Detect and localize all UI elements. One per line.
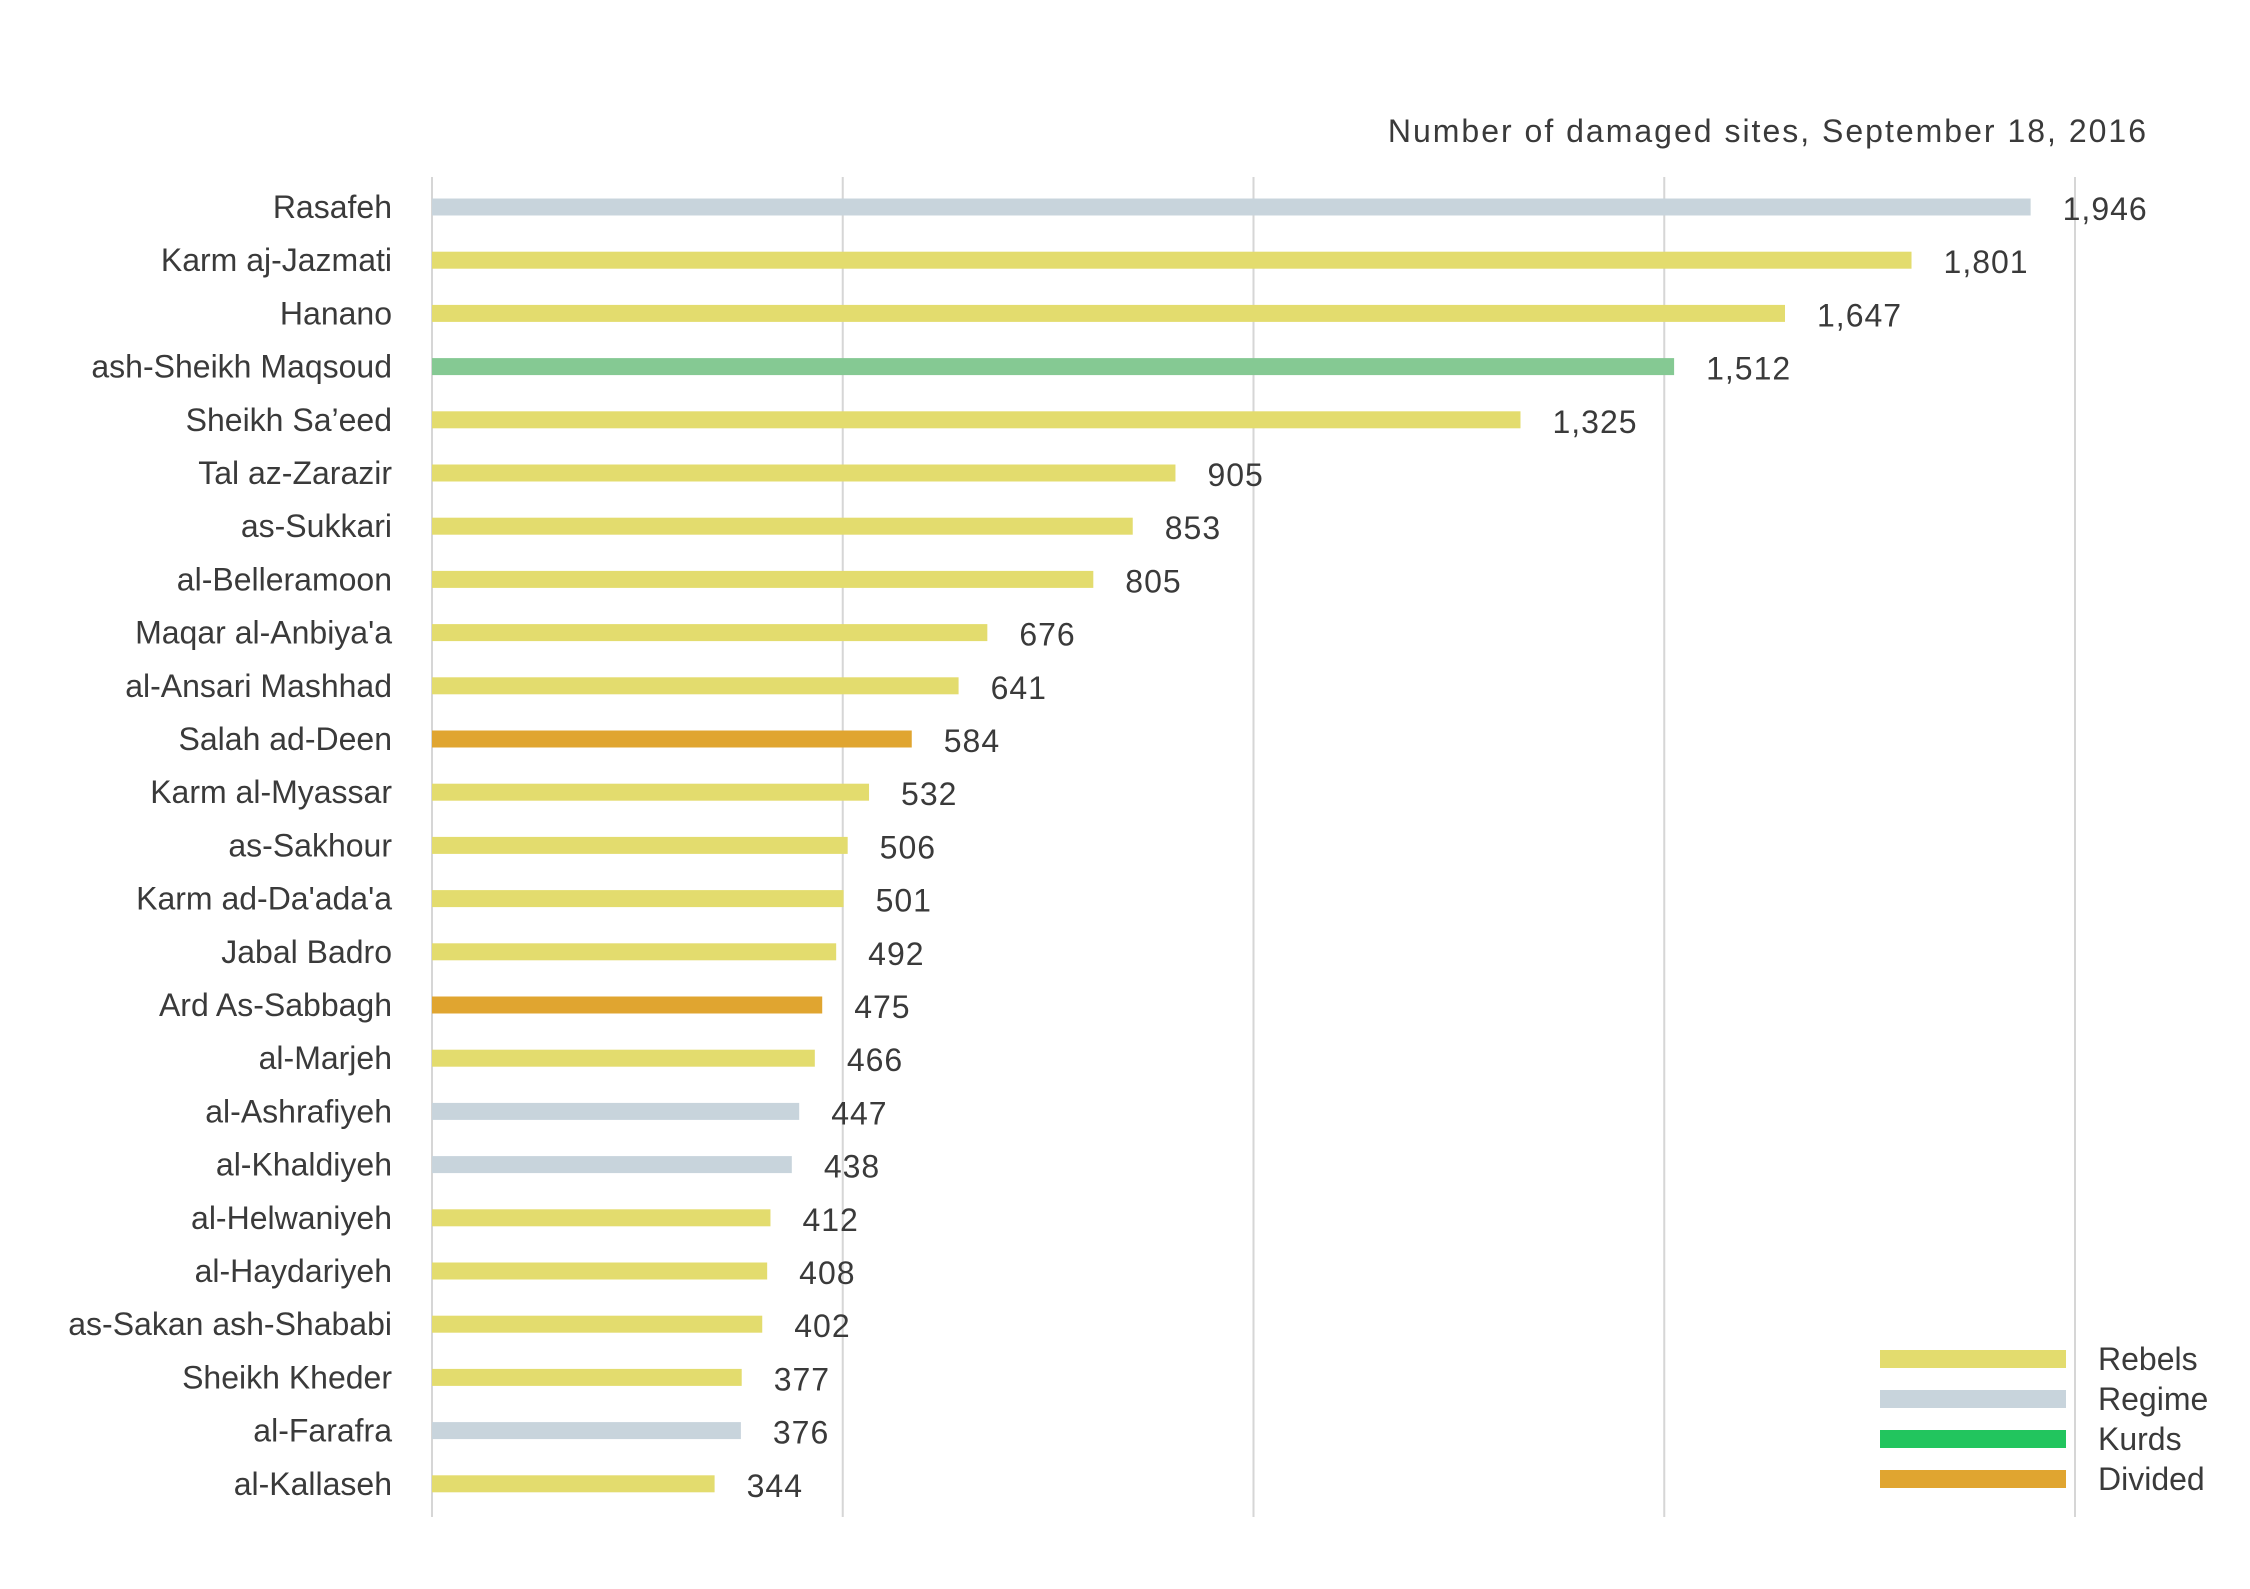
legend-swatch-rebels [1880,1350,2066,1368]
bar-2 [432,304,1786,322]
category-label-2: Hanano [280,295,392,331]
value-label-17: 447 [831,1095,887,1131]
category-label-24: al-Kallaseh [234,1466,392,1502]
category-label-6: as-Sukkari [241,508,392,544]
category-label-8: Maqar al-Anbiya'a [135,615,392,651]
legend-swatch-divided [1880,1470,2066,1488]
value-label-24: 344 [747,1468,803,1504]
value-label-1: 1,801 [1944,244,2029,280]
value-labels: 1,946 1,801 1,647 1,512 1,325 905 853 805 676 641… [747,191,2148,1504]
bar-5 [432,464,1176,482]
category-label-14: Jabal Badro [221,934,392,970]
value-label-20: 408 [799,1255,855,1291]
chart-title: Number of damaged sites, September 18, 2… [1388,113,2148,149]
legend-label-kurds: Kurds [2098,1421,2182,1457]
value-label-16: 466 [847,1042,903,1078]
bar-14 [432,943,837,961]
category-label-15: Ard As-Sabbagh [159,987,392,1023]
value-label-14: 492 [868,936,924,972]
category-label-21: as-Sakan ash-Shababi [68,1306,392,1342]
bar-0 [432,198,2031,216]
value-label-7: 805 [1125,563,1181,599]
value-label-13: 501 [876,883,932,919]
legend-label-divided: Divided [2098,1461,2205,1497]
category-label-10: Salah ad-Deen [179,721,392,757]
gridlines [431,177,2076,1517]
category-label-9: al-Ansari Mashhad [125,668,392,704]
bar-3 [432,358,1675,376]
category-label-23: al-Farafra [253,1413,392,1449]
bar-7 [432,570,1094,588]
legend: Rebels Regime Kurds Divided [1880,1341,2208,1497]
bar-11 [432,783,870,801]
value-label-6: 853 [1165,510,1221,546]
bar-23 [432,1422,741,1440]
value-label-12: 506 [880,829,936,865]
category-label-11: Karm al-Myassar [150,774,392,810]
category-label-16: al-Marjeh [259,1040,392,1076]
bar-24 [432,1475,715,1493]
bar-12 [432,836,848,854]
category-label-5: Tal az-Zarazir [198,455,392,491]
bar-22 [432,1368,742,1386]
category-label-19: al-Helwaniyeh [191,1200,392,1236]
value-label-22: 377 [774,1361,830,1397]
legend-swatch-kurds [1880,1430,2066,1448]
value-label-18: 438 [824,1149,880,1185]
value-label-10: 584 [944,723,1000,759]
bar-20 [432,1262,768,1280]
value-label-4: 1,325 [1552,404,1637,440]
value-label-21: 402 [794,1308,850,1344]
value-label-15: 475 [854,989,910,1025]
bars [432,198,2031,1493]
bar-19 [432,1209,771,1227]
category-label-7: al-Belleramoon [177,561,392,597]
value-label-9: 641 [991,670,1047,706]
value-label-19: 412 [802,1202,858,1238]
value-label-23: 376 [773,1415,829,1451]
value-label-5: 905 [1207,457,1263,493]
category-label-13: Karm ad-Da'ada'a [136,881,392,917]
bar-8 [432,624,988,642]
value-label-3: 1,512 [1706,351,1791,387]
legend-label-rebels: Rebels [2098,1341,2198,1377]
category-labels: Rasafeh Karm aj-Jazmati Hanano ash-Sheikh M… [68,189,392,1502]
value-label-8: 676 [1019,617,1075,653]
bar-1 [432,251,1912,269]
bar-9 [432,677,959,695]
bar-18 [432,1156,792,1174]
category-label-4: Sheikh Sa’eed [186,402,392,438]
category-label-22: Sheikh Kheder [182,1359,392,1395]
category-label-1: Karm aj-Jazmati [161,242,392,278]
bar-15 [432,996,823,1014]
category-label-20: al-Haydariyeh [195,1253,392,1289]
bar-16 [432,1049,815,1067]
category-label-0: Rasafeh [273,189,392,225]
bar-6 [432,517,1133,535]
category-label-12: as-Sakhour [228,827,392,863]
value-label-0: 1,946 [2063,191,2148,227]
bar-10 [432,730,912,748]
bar-17 [432,1102,800,1120]
bar-13 [432,890,844,908]
legend-swatch-regime [1880,1390,2066,1408]
value-label-2: 1,647 [1817,297,1902,333]
category-label-18: al-Khaldiyeh [216,1147,392,1183]
legend-label-regime: Regime [2098,1381,2208,1417]
category-label-3: ash-Sheikh Maqsoud [91,349,392,385]
bar-21 [432,1315,763,1333]
value-label-11: 532 [901,776,957,812]
category-label-17: al-Ashrafiyeh [205,1093,392,1129]
bar-4 [432,411,1521,429]
